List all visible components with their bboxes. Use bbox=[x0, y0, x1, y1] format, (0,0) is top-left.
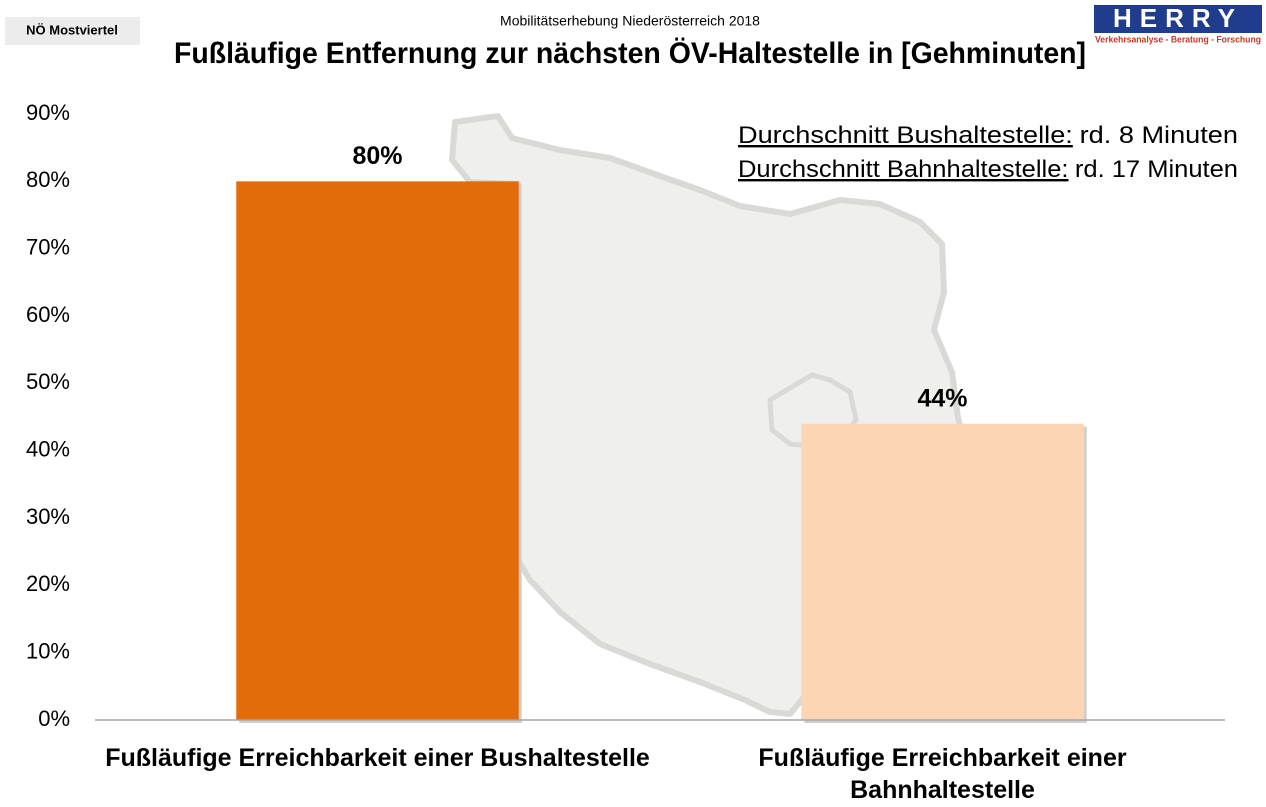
x-tick-label: Fußläufige Erreichbarkeit einer Bahnhalt… bbox=[758, 744, 1127, 804]
annotation: Durchschnitt Bahnhaltestelle: rd. 17 Minu… bbox=[738, 156, 1238, 183]
map-inner-outline bbox=[767, 372, 859, 449]
y-tick-label: 10% bbox=[26, 638, 70, 663]
value-label: 44% bbox=[917, 384, 967, 412]
bar bbox=[801, 423, 1084, 720]
badge: NÖ Mostviertel bbox=[26, 22, 118, 37]
y-tick-label: 60% bbox=[26, 302, 70, 327]
y-tick-label: 20% bbox=[26, 571, 70, 596]
y-tick-label: 40% bbox=[26, 436, 70, 461]
annotation-text: rd. 8 Minuten bbox=[1080, 122, 1238, 149]
y-tick-label: 0% bbox=[38, 706, 70, 731]
annotation-text: rd. 17 Minuten bbox=[1075, 156, 1238, 183]
bar bbox=[236, 181, 519, 721]
y-tick-label: 30% bbox=[26, 504, 70, 529]
logo-tagline: Verkehrsanalyse - Beratung - Forschung bbox=[1095, 34, 1261, 44]
y-tick-label: 50% bbox=[26, 369, 70, 394]
y-tick-label: 70% bbox=[26, 234, 70, 259]
y-tick-label: 90% bbox=[26, 100, 70, 125]
logo: HERRY bbox=[1113, 3, 1243, 33]
value-label: 80% bbox=[352, 142, 402, 170]
y-tick-label: 80% bbox=[26, 167, 70, 192]
chart-subtitle: Mobilitätserhebung Niederösterreich 2018 bbox=[500, 13, 760, 29]
badge-box bbox=[5, 17, 140, 45]
annotation: Durchschnitt Bushaltestelle: rd. 8 Minute… bbox=[738, 122, 1238, 149]
x-tick-label: Fußläufige Erreichbarkeit einer Bushalte… bbox=[105, 744, 650, 772]
chart-title: Fußläufige Entfernung zur nächsten ÖV-Ha… bbox=[174, 37, 1086, 70]
annotation-label: Durchschnitt Bahnhaltestelle: bbox=[738, 156, 1068, 183]
annotation-label: Durchschnitt Bushaltestelle: bbox=[738, 122, 1073, 149]
logo-box bbox=[1094, 5, 1262, 33]
